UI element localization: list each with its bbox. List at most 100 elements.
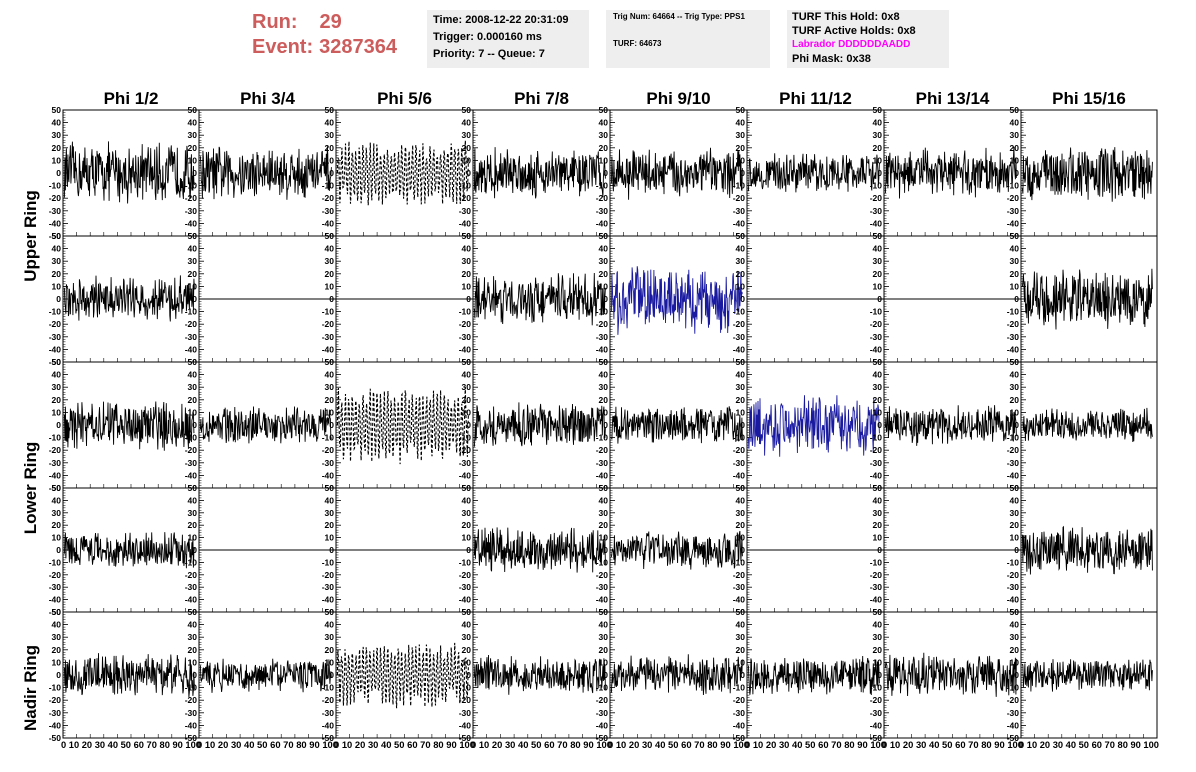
y-tick-label: 40	[462, 620, 472, 630]
y-tick-label: 50	[325, 357, 335, 367]
y-tick-label: 10	[873, 281, 883, 291]
y-tick-label: 10	[188, 155, 198, 165]
y-tick-label: 0	[740, 670, 745, 680]
y-tick-label: -20	[870, 445, 883, 455]
y-tick-label: 30	[873, 130, 883, 140]
y-tick-label: -20	[185, 193, 198, 203]
x-tick-labels: 0 10 20 30 40 50 60 70 80 90 100	[471, 740, 612, 751]
run-label: Run:	[252, 11, 298, 33]
x-tick-labels: 0 10 20 30 40 50 60 70 80 90 100	[334, 740, 475, 751]
y-tick-label: 0	[877, 420, 882, 430]
y-tick-label: -30	[733, 332, 746, 342]
y-tick-label: 0	[56, 294, 61, 304]
y-tick-label: -40	[596, 470, 609, 480]
y-tick-label: -30	[322, 458, 335, 468]
y-tick-label: 10	[736, 155, 746, 165]
y-tick-label: 30	[462, 382, 472, 392]
y-tick-label: -30	[870, 582, 883, 592]
y-tick-label: 20	[1010, 143, 1020, 153]
y-tick-label: 10	[599, 533, 609, 543]
y-tick-label: 20	[52, 269, 62, 279]
event-line: Event: 3287364	[252, 35, 397, 60]
y-tick-label: -20	[596, 445, 609, 455]
y-tick-label: 10	[736, 407, 746, 417]
y-tick-label: 0	[1014, 168, 1019, 178]
y-tick-label: -10	[870, 683, 883, 693]
y-tick-label: -40	[733, 720, 746, 730]
y-tick-label: 50	[188, 607, 198, 617]
y-tick-label: -20	[459, 319, 472, 329]
y-tick-label: 10	[188, 657, 198, 667]
y-tick-label: 40	[873, 118, 883, 128]
y-tick-label: 50	[736, 607, 746, 617]
y-tick-label: 20	[599, 520, 609, 530]
y-tick-label: -20	[1007, 319, 1020, 329]
time-info-box: Time: 2008-12-22 20:31:09 Trigger: 0.000…	[427, 10, 589, 68]
y-tick-label: -10	[49, 433, 62, 443]
y-tick-label: -40	[733, 218, 746, 228]
y-tick-label: -20	[870, 193, 883, 203]
y-tick-label: 10	[462, 407, 472, 417]
y-tick-label: -20	[322, 319, 335, 329]
y-tick-label: -40	[185, 344, 198, 354]
waveform-trace	[199, 406, 332, 444]
y-tick-label: -20	[1007, 445, 1020, 455]
y-tick-label: 50	[52, 607, 62, 617]
y-tick-label: -40	[459, 470, 472, 480]
y-tick-label: -40	[322, 218, 335, 228]
y-tick-label: -20	[322, 570, 335, 580]
y-tick-label: 0	[603, 545, 608, 555]
y-tick-label: 0	[56, 545, 61, 555]
time-text: Time: 2008-12-22 20:31:09	[433, 14, 569, 26]
y-tick-label: 30	[599, 632, 609, 642]
y-tick-label: -40	[322, 720, 335, 730]
y-tick-label: 20	[188, 645, 198, 655]
trigger-text: Trigger: 0.000160 ms	[433, 31, 542, 43]
y-tick-label: 50	[873, 231, 883, 241]
y-tick-label: 50	[325, 105, 335, 115]
y-tick-label: -40	[185, 720, 198, 730]
y-tick-label: 0	[740, 420, 745, 430]
y-tick-label: 0	[329, 168, 334, 178]
y-tick-label: -30	[1007, 582, 1020, 592]
y-tick-label: -20	[1007, 193, 1020, 203]
y-tick-label: 40	[873, 620, 883, 630]
x-tick-labels: 0 10 20 30 40 50 60 70 80 90 100	[882, 740, 1023, 751]
y-tick-label: 0	[466, 545, 471, 555]
waveform-trace	[63, 141, 195, 204]
y-tick-label: 40	[52, 118, 62, 128]
y-tick-label: 40	[1010, 244, 1020, 254]
y-tick-label: 30	[188, 632, 198, 642]
y-tick-label: -10	[322, 683, 335, 693]
y-tick-label: -10	[596, 181, 609, 191]
y-tick-label: 40	[188, 244, 198, 254]
y-tick-label: -20	[322, 445, 335, 455]
y-tick-label: -40	[459, 218, 472, 228]
trig-num-text: Trig Num: 64664 -- Trig Type: PPS1	[613, 12, 745, 21]
y-tick-label: 50	[462, 231, 472, 241]
y-tick-label: -40	[870, 344, 883, 354]
y-tick-label: 0	[466, 168, 471, 178]
y-tick-label: 40	[736, 244, 746, 254]
y-tick-label: -10	[185, 683, 198, 693]
y-tick-label: -20	[322, 695, 335, 705]
y-tick-label: -20	[870, 695, 883, 705]
y-tick-label: 10	[52, 407, 62, 417]
y-tick-label: 10	[188, 281, 198, 291]
y-tick-label: 50	[599, 357, 609, 367]
y-tick-label: 30	[599, 508, 609, 518]
waveform-trace	[747, 395, 880, 457]
y-tick-label: -20	[185, 445, 198, 455]
waveform-trace	[884, 652, 1017, 697]
y-tick-label: 40	[188, 370, 198, 380]
y-tick-label: 30	[462, 508, 472, 518]
